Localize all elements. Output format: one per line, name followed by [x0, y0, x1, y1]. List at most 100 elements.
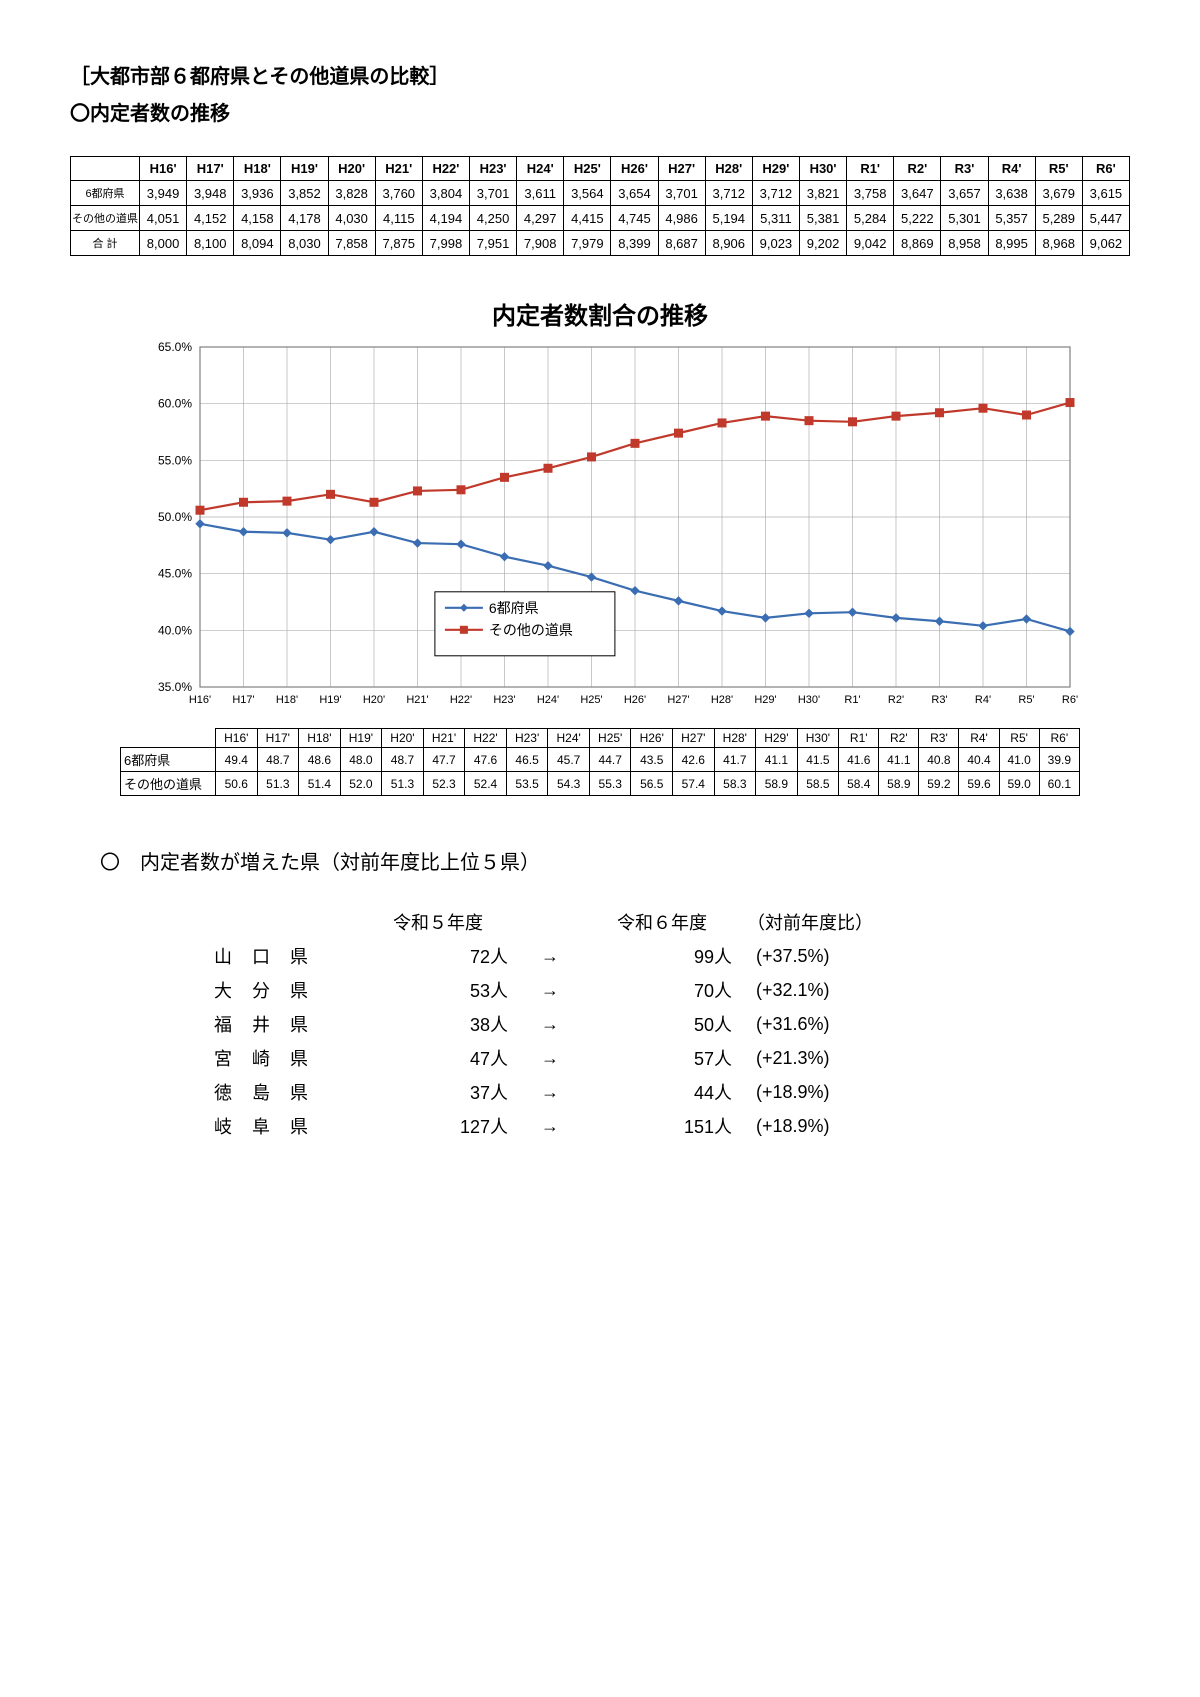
chart-container: 35.0%40.0%45.0%50.0%55.0%60.0%65.0%H16'H…: [120, 337, 1080, 722]
count-cell: 8,995: [988, 231, 1035, 256]
pct-year-header: R3': [919, 729, 959, 748]
count-cell: 7,951: [469, 231, 516, 256]
top5-pref: 大分県: [180, 973, 362, 1007]
count-cell: 3,701: [469, 181, 516, 206]
pct-cell: 58.9: [756, 772, 798, 796]
svg-text:H29': H29': [754, 694, 776, 706]
year-header: H25': [564, 157, 611, 181]
count-cell: 5,301: [941, 206, 988, 231]
count-cell: 4,745: [611, 206, 658, 231]
pct-cell: 40.8: [919, 748, 959, 772]
pct-cell: 58.5: [797, 772, 839, 796]
pct-cell: 41.7: [714, 748, 756, 772]
page-title: ［大都市部６都府県とその他道県の比較］: [70, 60, 1130, 89]
pct-cell: 41.6: [839, 748, 879, 772]
pct-cell: 45.7: [548, 748, 590, 772]
pct-cell: 58.4: [839, 772, 879, 796]
pct-cell: 51.3: [257, 772, 299, 796]
year-header: R3': [941, 157, 988, 181]
svg-text:H20': H20': [363, 694, 385, 706]
pct-cell: 51.3: [382, 772, 424, 796]
svg-text:H21': H21': [406, 694, 428, 706]
pct-year-header: R4': [959, 729, 999, 748]
arrow-icon: →: [514, 1041, 586, 1075]
count-cell: 3,936: [234, 181, 281, 206]
count-cell: 8,869: [894, 231, 941, 256]
pct-cell: 56.5: [631, 772, 673, 796]
count-cell: 8,399: [611, 231, 658, 256]
year-header: R2': [894, 157, 941, 181]
pct-cell: 47.6: [465, 748, 507, 772]
pct-cell: 39.9: [1039, 748, 1079, 772]
count-cell: 8,687: [658, 231, 705, 256]
pct-year-header: H18': [299, 729, 341, 748]
svg-text:R2': R2': [888, 694, 904, 706]
pct-year-header: H28': [714, 729, 756, 748]
top5-pct: (+18.9%): [738, 1109, 882, 1143]
count-cell: 3,638: [988, 181, 1035, 206]
count-cell: 5,381: [799, 206, 846, 231]
year-header: H19': [281, 157, 328, 181]
pct-year-header: H27': [673, 729, 715, 748]
top5-heading: 〇 内定者数が増えた県（対前年度比上位５県）: [100, 846, 1130, 875]
count-cell: 3,828: [328, 181, 375, 206]
pct-cell: 58.9: [879, 772, 919, 796]
pct-cell: 48.0: [340, 748, 382, 772]
pct-year-header: H29': [756, 729, 798, 748]
count-cell: 4,986: [658, 206, 705, 231]
top5-r6: 99人: [586, 939, 738, 973]
pct-year-header: H20': [382, 729, 424, 748]
count-cell: 4,030: [328, 206, 375, 231]
count-cell: 3,712: [705, 181, 752, 206]
svg-text:H24': H24': [537, 694, 559, 706]
svg-text:H17': H17': [232, 694, 254, 706]
count-cell: 3,852: [281, 181, 328, 206]
count-cell: 4,194: [422, 206, 469, 231]
pct-cell: 49.4: [216, 748, 258, 772]
count-cell: 4,415: [564, 206, 611, 231]
top5-r6: 57人: [586, 1041, 738, 1075]
pct-cell: 48.6: [299, 748, 341, 772]
pct-cell: 60.1: [1039, 772, 1079, 796]
year-header: H22': [422, 157, 469, 181]
year-header: R6': [1082, 157, 1129, 181]
svg-text:R5': R5': [1018, 694, 1034, 706]
count-cell: 9,023: [752, 231, 799, 256]
pct-cell: 59.6: [959, 772, 999, 796]
count-cell: 8,000: [140, 231, 187, 256]
svg-text:R4': R4': [975, 694, 991, 706]
count-cell: 3,611: [517, 181, 564, 206]
pct-row-label: その他の道県: [121, 772, 216, 796]
top5-r6: 151人: [586, 1109, 738, 1143]
percent-table: H16'H17'H18'H19'H20'H21'H22'H23'H24'H25'…: [120, 728, 1080, 796]
top5-pref: 岐阜県: [180, 1109, 362, 1143]
pct-year-header: R6': [1039, 729, 1079, 748]
count-cell: 3,712: [752, 181, 799, 206]
count-cell: 3,949: [140, 181, 187, 206]
arrow-icon: →: [514, 1109, 586, 1143]
pct-cell: 59.2: [919, 772, 959, 796]
top5-pref: 宮崎県: [180, 1041, 362, 1075]
svg-text:H23': H23': [493, 694, 515, 706]
year-header: H21': [375, 157, 422, 181]
pct-cell: 52.3: [423, 772, 465, 796]
top5-r5: 72人: [362, 939, 514, 973]
pct-year-header: R2': [879, 729, 919, 748]
count-cell: 3,948: [187, 181, 234, 206]
page-subtitle: 〇内定者数の推移: [70, 97, 1130, 126]
pct-year-header: H24': [548, 729, 590, 748]
count-cell: 3,564: [564, 181, 611, 206]
top5-pref: 徳島県: [180, 1075, 362, 1109]
count-cell: 7,979: [564, 231, 611, 256]
top5-r6: 50人: [586, 1007, 738, 1041]
count-cell: 5,311: [752, 206, 799, 231]
ratio-chart: 35.0%40.0%45.0%50.0%55.0%60.0%65.0%H16'H…: [120, 337, 1080, 717]
top5-pct: (+21.3%): [738, 1041, 882, 1075]
arrow-icon: →: [514, 939, 586, 973]
arrow-icon: →: [514, 973, 586, 1007]
svg-text:H28': H28': [711, 694, 733, 706]
count-cell: 4,250: [469, 206, 516, 231]
count-cell: 8,030: [281, 231, 328, 256]
top5-r5: 47人: [362, 1041, 514, 1075]
year-header: H29': [752, 157, 799, 181]
